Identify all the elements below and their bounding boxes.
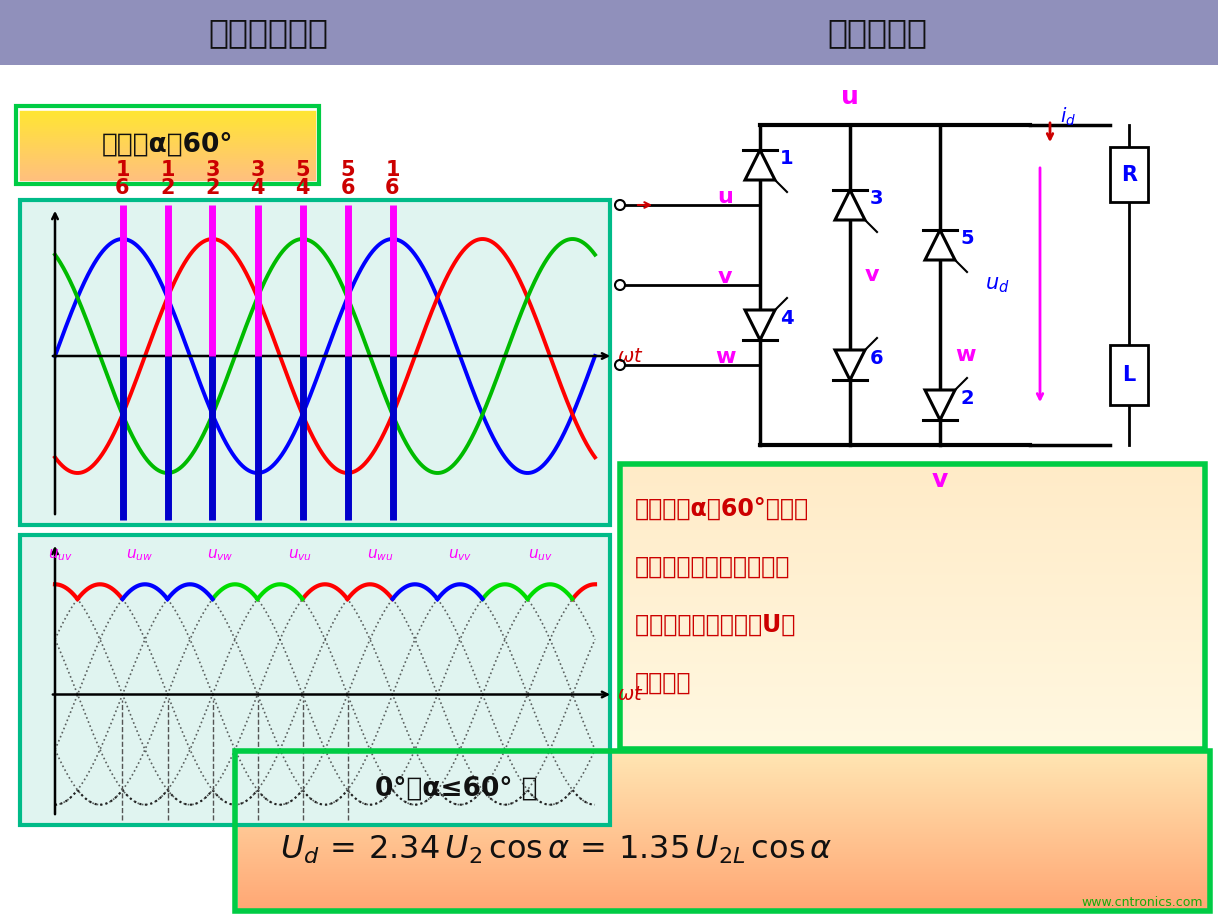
Text: 算式相同: 算式相同 <box>635 671 692 695</box>
Polygon shape <box>836 190 865 220</box>
Text: 三相桥式全控: 三相桥式全控 <box>208 16 328 49</box>
Bar <box>1110 345 1149 405</box>
Text: 1: 1 <box>385 160 400 180</box>
Text: L: L <box>1122 365 1135 385</box>
Bar <box>0 0 1218 65</box>
Polygon shape <box>924 230 955 260</box>
Bar <box>19 535 610 825</box>
Text: u: u <box>842 85 859 109</box>
Text: 电阻负载α＜60°时波形: 电阻负载α＜60°时波形 <box>635 497 809 521</box>
Text: w: w <box>955 345 976 365</box>
Text: w: w <box>715 347 736 367</box>
Text: R: R <box>1121 165 1136 185</box>
Text: $u_{vv}$: $u_{vv}$ <box>448 547 473 562</box>
Polygon shape <box>745 150 775 180</box>
Polygon shape <box>924 390 955 420</box>
Text: 2: 2 <box>161 178 174 198</box>
Text: 5: 5 <box>340 160 354 180</box>
Text: 5: 5 <box>295 160 309 180</box>
Text: 5: 5 <box>960 229 973 247</box>
Text: $u_{wu}$: $u_{wu}$ <box>367 547 393 562</box>
Text: 3: 3 <box>206 160 219 180</box>
Bar <box>235 751 1209 911</box>
Text: $u_{vu}$: $u_{vu}$ <box>287 547 312 562</box>
Text: 3: 3 <box>250 160 264 180</box>
Bar <box>1110 147 1149 202</box>
Text: $u_{uv}$: $u_{uv}$ <box>48 547 72 562</box>
Text: 1: 1 <box>116 160 130 180</box>
Text: 4: 4 <box>250 178 264 198</box>
Text: $u_{uv}$: $u_{uv}$ <box>527 547 553 562</box>
Text: v: v <box>865 265 879 285</box>
Text: 6: 6 <box>870 348 883 368</box>
Bar <box>19 200 610 525</box>
Text: 6: 6 <box>385 178 400 198</box>
Text: 连续，感性负载与电阻性: 连续，感性负载与电阻性 <box>635 555 790 579</box>
Text: 负载电压波形一样，U⁤计: 负载电压波形一样，U⁤计 <box>635 613 795 637</box>
Bar <box>620 464 1205 749</box>
Text: $u_d$: $u_d$ <box>985 275 1010 295</box>
Polygon shape <box>745 310 775 340</box>
Text: 控制角α＝60°: 控制角α＝60° <box>102 132 234 158</box>
Text: u: u <box>717 187 733 207</box>
Text: 4: 4 <box>780 309 794 327</box>
Text: 2: 2 <box>960 389 973 407</box>
Text: 1: 1 <box>780 149 794 167</box>
Text: 电感性负载: 电感性负载 <box>827 16 927 49</box>
Text: www.cntronics.com: www.cntronics.com <box>1082 896 1203 909</box>
Text: $i_d$: $i_d$ <box>1060 106 1077 128</box>
Text: $\omega t$: $\omega t$ <box>618 346 643 366</box>
Text: $\omega t$: $\omega t$ <box>618 685 643 704</box>
Text: 6: 6 <box>340 178 354 198</box>
Text: 4: 4 <box>295 178 309 198</box>
Text: $U_d\,=\,2.34\,U_2\,\cos\alpha\,=\,1.35\,U_{2L}\,\cos\alpha$: $U_d\,=\,2.34\,U_2\,\cos\alpha\,=\,1.35\… <box>280 834 833 867</box>
Bar <box>16 106 319 184</box>
Text: 3: 3 <box>870 188 883 208</box>
Polygon shape <box>836 350 865 380</box>
Text: $u_{vw}$: $u_{vw}$ <box>207 547 234 562</box>
Text: v: v <box>932 468 948 492</box>
Text: 2: 2 <box>206 178 219 198</box>
Text: 0°＜α≤60° 时: 0°＜α≤60° 时 <box>375 776 537 802</box>
Text: v: v <box>717 267 732 287</box>
Text: $u_{uw}$: $u_{uw}$ <box>127 547 153 562</box>
Text: 6: 6 <box>116 178 130 198</box>
Text: 1: 1 <box>161 160 174 180</box>
